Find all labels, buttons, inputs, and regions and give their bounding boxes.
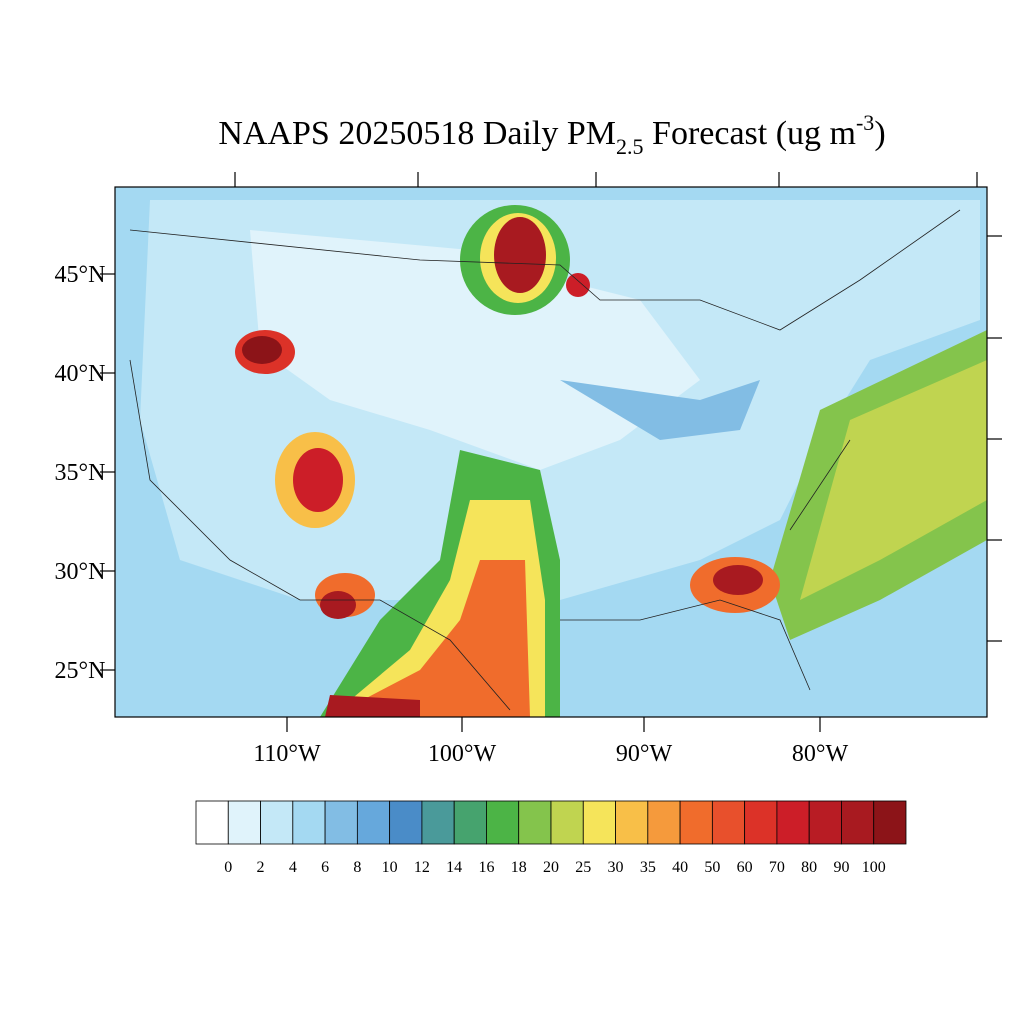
colorbar-box <box>260 800 294 845</box>
lat-label: 30°N <box>55 559 106 585</box>
title: NAAPS 20250518 Daily PM2.5 Forecast (ug … <box>218 110 885 159</box>
colorbar-box <box>227 800 261 845</box>
colorbar-label: 12 <box>414 859 430 876</box>
colorbar-box <box>841 800 875 845</box>
map-field <box>115 187 987 717</box>
colorbar-label: 25 <box>575 859 591 876</box>
map-frame <box>114 186 988 718</box>
colorbar-label: 60 <box>737 859 753 876</box>
colorbar-box <box>292 800 326 845</box>
colorbar-box <box>582 800 616 845</box>
colorbar-box <box>421 800 455 845</box>
title-middle: Forecast (ug m <box>644 115 856 152</box>
colorbar-label: 8 <box>353 859 361 876</box>
title-prefix: NAAPS 20250518 Daily PM <box>218 115 616 152</box>
colorbar-label: 100 <box>862 859 886 876</box>
colorbar-box <box>518 800 552 845</box>
colorbar-label: 10 <box>382 859 398 876</box>
colorbar-label: 90 <box>833 859 849 876</box>
colorbar-label: 14 <box>446 859 462 876</box>
colorbar-label: 40 <box>672 859 688 876</box>
colorbar-box <box>808 800 842 845</box>
colorbar-box <box>356 800 391 845</box>
lat-label: 40°N <box>55 361 106 387</box>
colorbar-box <box>389 800 423 845</box>
colorbar-label: 0 <box>224 859 232 876</box>
frame-ticks <box>100 172 1002 732</box>
colorbar-box <box>679 800 713 845</box>
colorbar-label: 70 <box>769 859 785 876</box>
colorbar-label: 2 <box>257 859 265 876</box>
colorbar-box <box>195 800 229 845</box>
colorbar-label: 20 <box>543 859 559 876</box>
colorbar-box <box>550 800 584 845</box>
lon-label: 110°W <box>253 741 321 767</box>
lon-label: 80°W <box>792 741 849 767</box>
colorbar-label: 80 <box>801 859 817 876</box>
title-superscript: -3 <box>856 110 874 135</box>
colorbar-box <box>486 800 520 845</box>
lon-label: 100°W <box>428 741 497 767</box>
colorbar-box <box>744 800 778 845</box>
colorbar-label: 50 <box>704 859 720 876</box>
lon-label: 90°W <box>616 741 673 767</box>
colorbar-box <box>873 800 907 845</box>
lat-label: 45°N <box>55 262 106 288</box>
colorbar-box <box>453 800 487 845</box>
colorbar-label: 16 <box>478 859 494 876</box>
colorbar-label: 6 <box>321 859 329 876</box>
colorbar-label: 4 <box>289 859 297 876</box>
colorbar-label: 18 <box>511 859 527 876</box>
colorbar-box <box>647 800 681 845</box>
colorbar-box <box>776 800 810 845</box>
lat-label: 25°N <box>55 658 106 684</box>
colorbar-box <box>324 800 358 845</box>
title-suffix: ) <box>874 115 885 152</box>
colorbar-label: 35 <box>640 859 656 876</box>
colorbar-label: 30 <box>608 859 624 876</box>
lat-label: 35°N <box>55 460 106 486</box>
title-subscript: 2.5 <box>616 134 644 159</box>
colorbar-box <box>615 800 649 845</box>
colorbar-box <box>711 800 746 845</box>
